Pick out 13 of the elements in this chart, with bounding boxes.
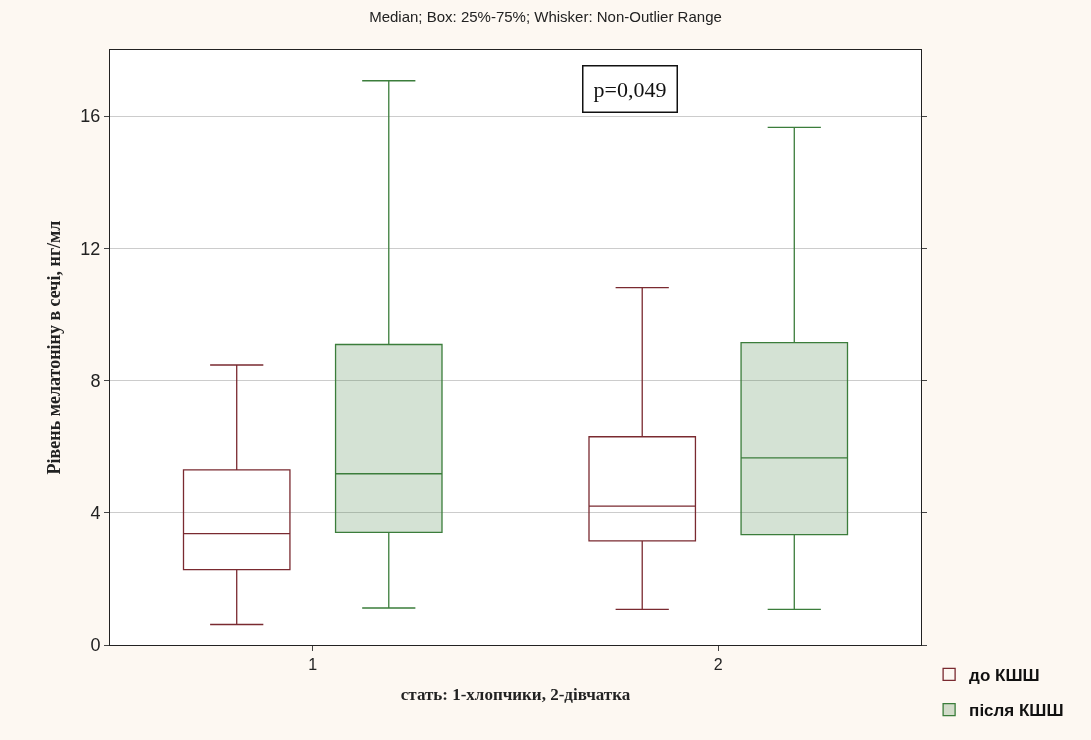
- y-tick-label: 4: [90, 503, 101, 524]
- chart-title: Median; Box: 25%-75%; Whisker: Non-Outlier Range: [369, 7, 722, 25]
- y-tick-label: 8: [90, 370, 101, 391]
- x-tick-label: 1: [308, 656, 318, 674]
- x-axis-title: стать: 1-хлопчики, 2-дівчатка: [400, 684, 631, 704]
- y-tick-label: 0: [90, 635, 101, 656]
- y-tick-label: 16: [80, 106, 101, 127]
- y-tick-label: 12: [80, 238, 101, 259]
- x-tick-label: 2: [713, 656, 723, 674]
- legend-label: після КШШ: [969, 701, 1064, 721]
- annotation: p=0,049: [593, 76, 667, 102]
- y-axis-title: Рівень мелатоніну в сечі, нг/мл: [43, 220, 64, 475]
- legend-label: до КШШ: [969, 666, 1040, 686]
